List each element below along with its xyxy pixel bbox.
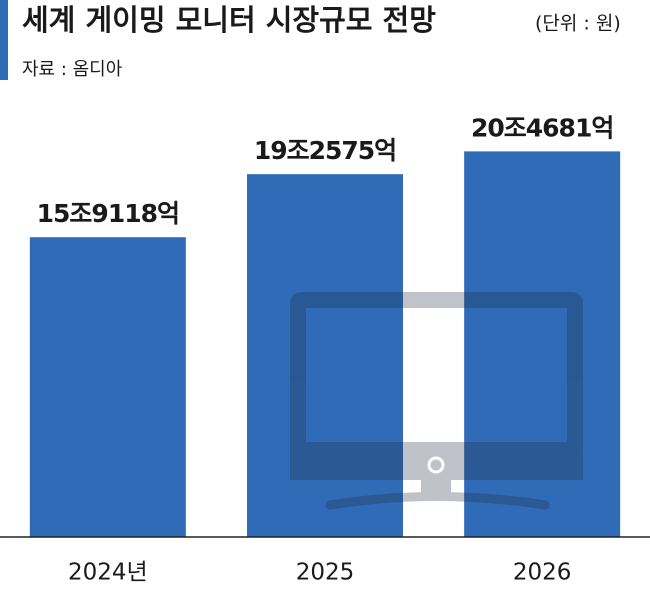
x-tick-label: 2025 [296,560,355,586]
monitor-neck [421,480,451,494]
monitor-icon [290,292,583,510]
monitor-stand [325,492,550,510]
bars [29,151,621,538]
unit-note: (단위 : 원) [535,13,621,35]
value-label: 19조2575억 [254,136,396,165]
value-label: 15조9118억 [37,199,179,228]
bar [464,151,621,538]
monitor-chin [290,450,583,480]
x-tick-label: 2026 [513,560,572,586]
bar [247,174,403,537]
x-tick-label: 2024년 [68,560,148,586]
chart-title: 세계 게이밍 모니터 시장규모 전망 [22,3,436,37]
value-label: 20조4681억 [471,113,613,142]
source-note: 자료 : 옴디아 [22,59,123,80]
monitor-button [427,456,445,474]
title-accent [0,0,8,80]
monitor-frame [290,292,583,458]
bar [29,237,186,538]
